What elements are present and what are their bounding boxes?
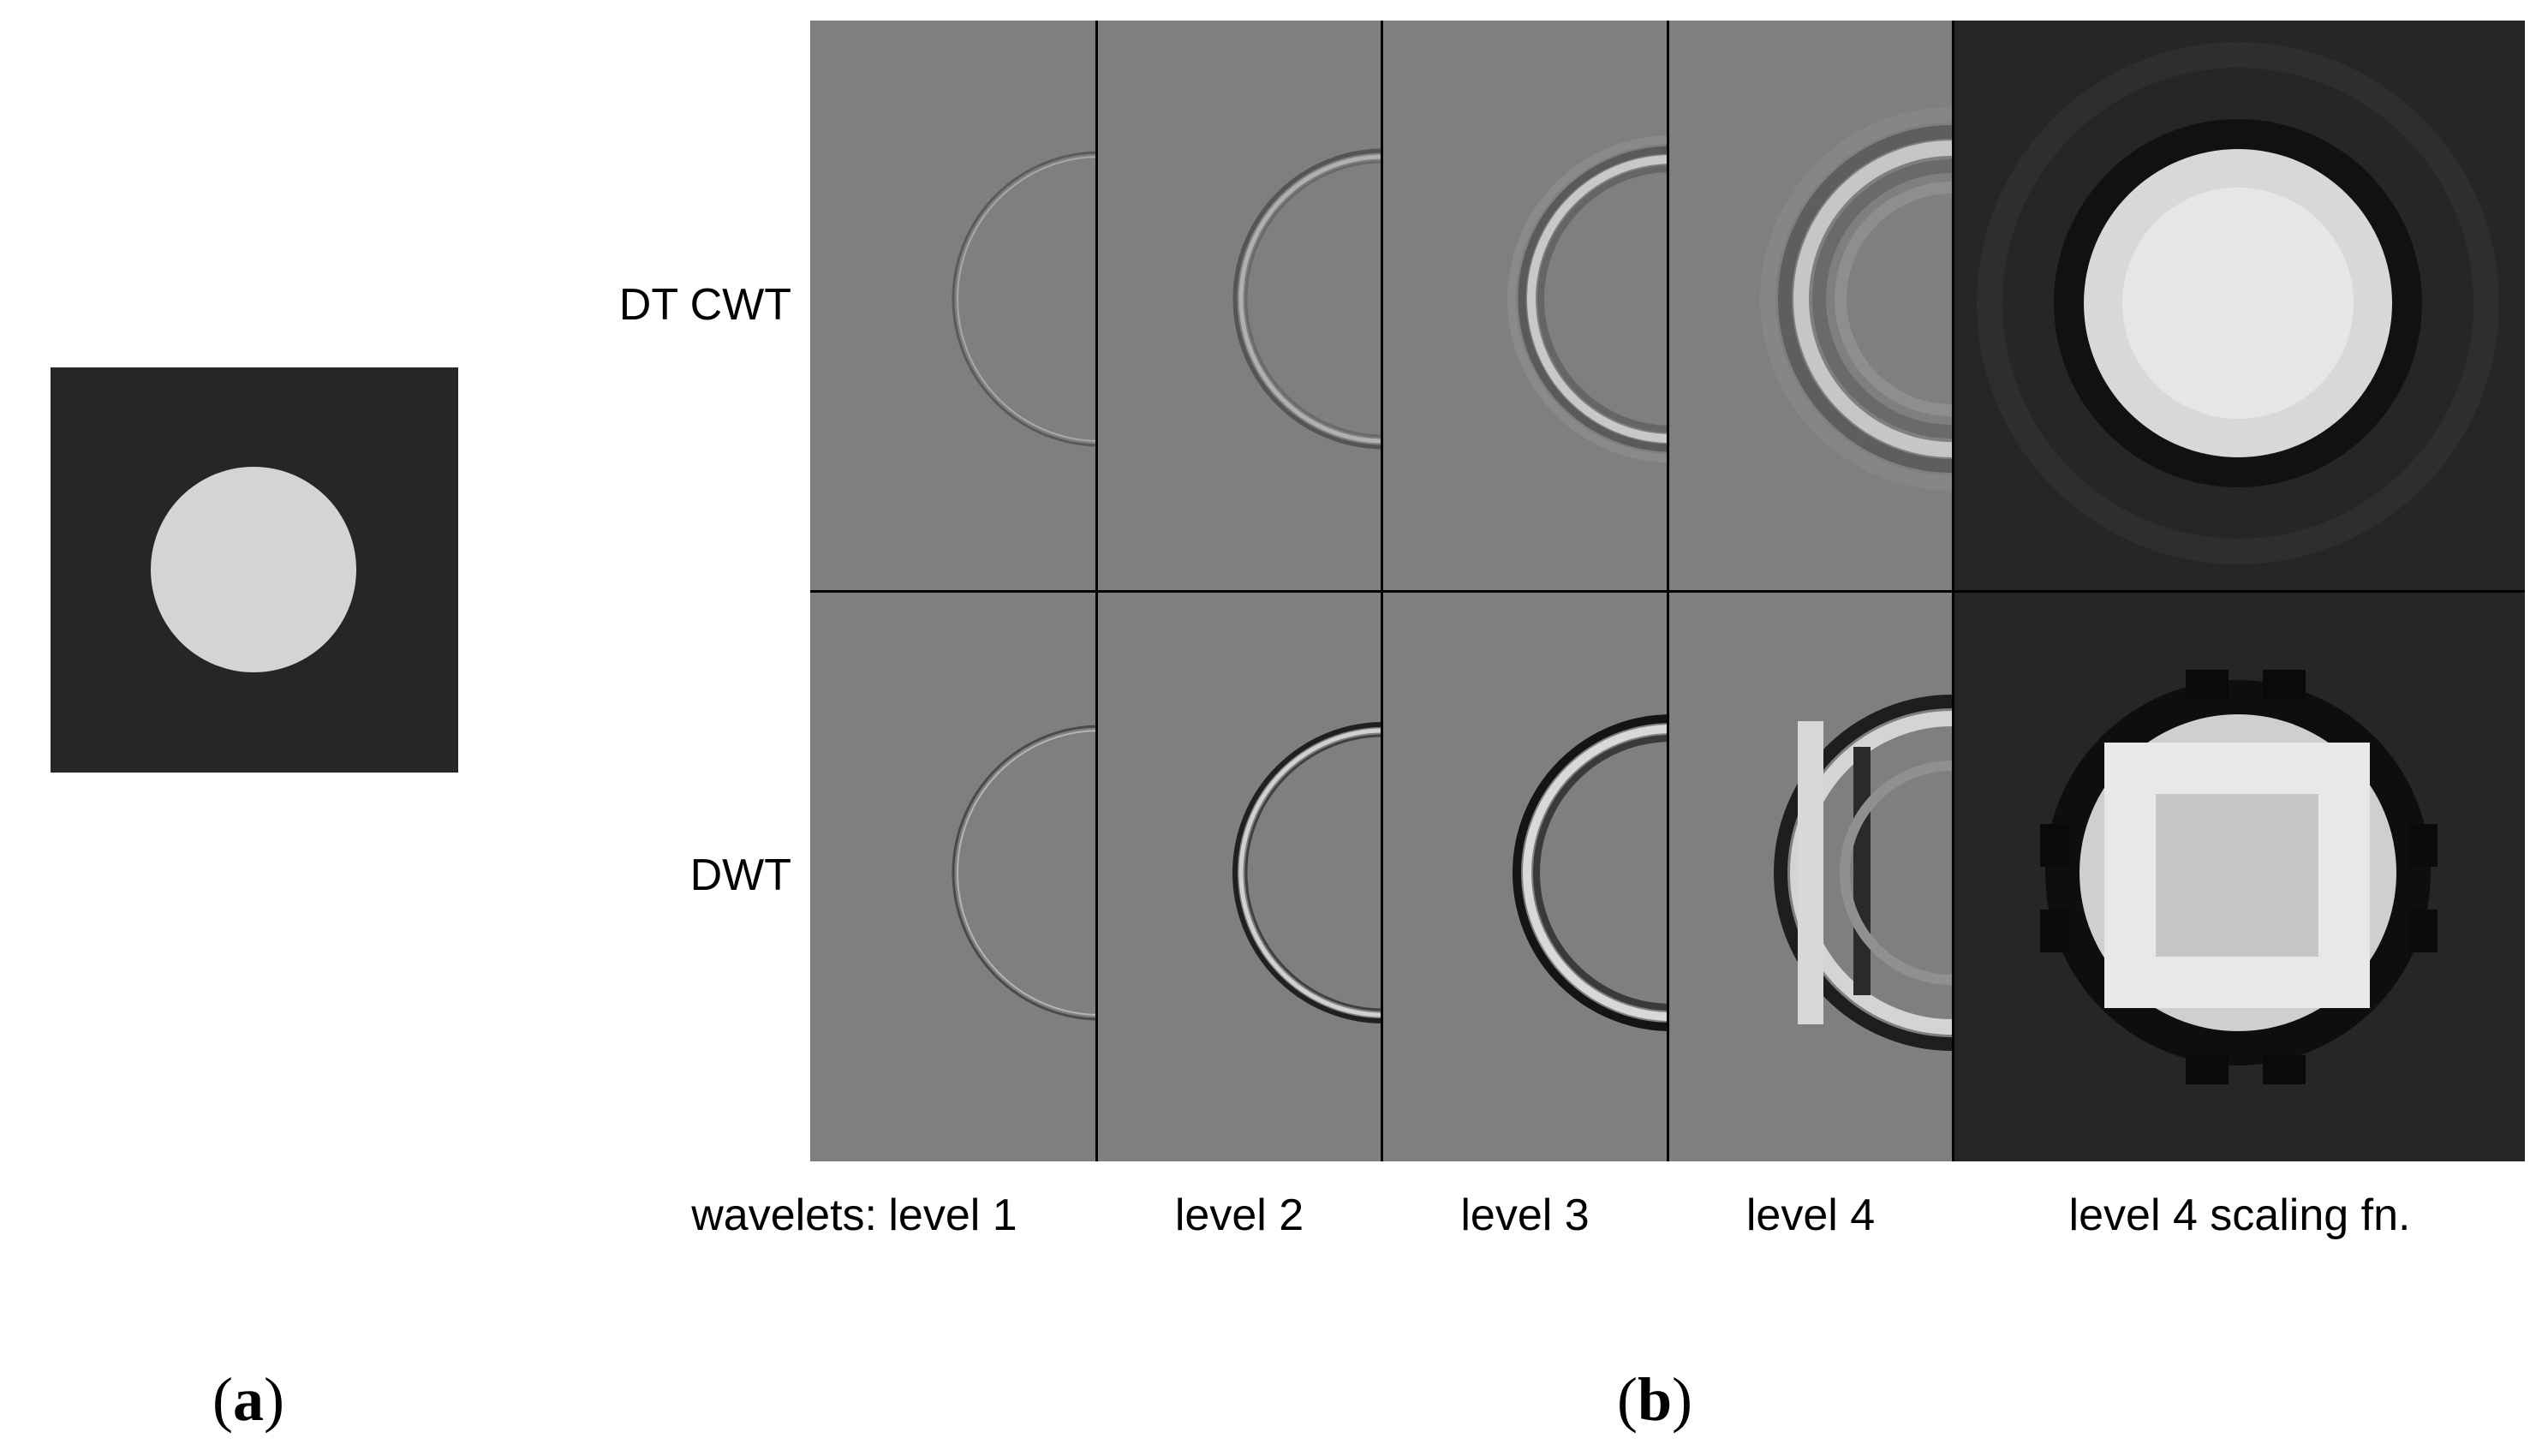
cell-dtcwt-level2 — [1098, 21, 1381, 590]
cell-dtcwt-level4 — [1669, 21, 1952, 590]
input-disk-image — [51, 367, 458, 773]
wavelet-grid — [810, 21, 2525, 1161]
caption-a: (a) — [212, 1365, 284, 1434]
cell-dwt-level4 — [1669, 593, 1952, 1161]
cell-dwt-scaling — [1954, 593, 2525, 1161]
label-level-4: level 4 — [1745, 1190, 1876, 1240]
label-wavelets-prefix: wavelets: — [691, 1190, 877, 1240]
cell-dtcwt-level3 — [1383, 21, 1667, 590]
cell-dtcwt-scaling — [1954, 21, 2525, 590]
row-label-dt-cwt: DT CWT — [618, 280, 791, 330]
label-level-4-scaling: level 4 scaling fn. — [2068, 1190, 2411, 1240]
label-level-1: level 1 — [888, 1190, 1017, 1240]
cell-dtcwt-level1 — [810, 21, 1095, 590]
cell-dwt-level2 — [1098, 593, 1381, 1161]
cell-dwt-level3 — [1383, 593, 1667, 1161]
caption-b: (b) — [1617, 1365, 1693, 1434]
row-label-dwt: DWT — [689, 850, 791, 900]
cell-dwt-level1 — [810, 593, 1095, 1161]
label-level-2: level 2 — [1174, 1190, 1304, 1240]
label-level-3: level 3 — [1460, 1190, 1590, 1240]
bright-disk — [151, 467, 356, 672]
